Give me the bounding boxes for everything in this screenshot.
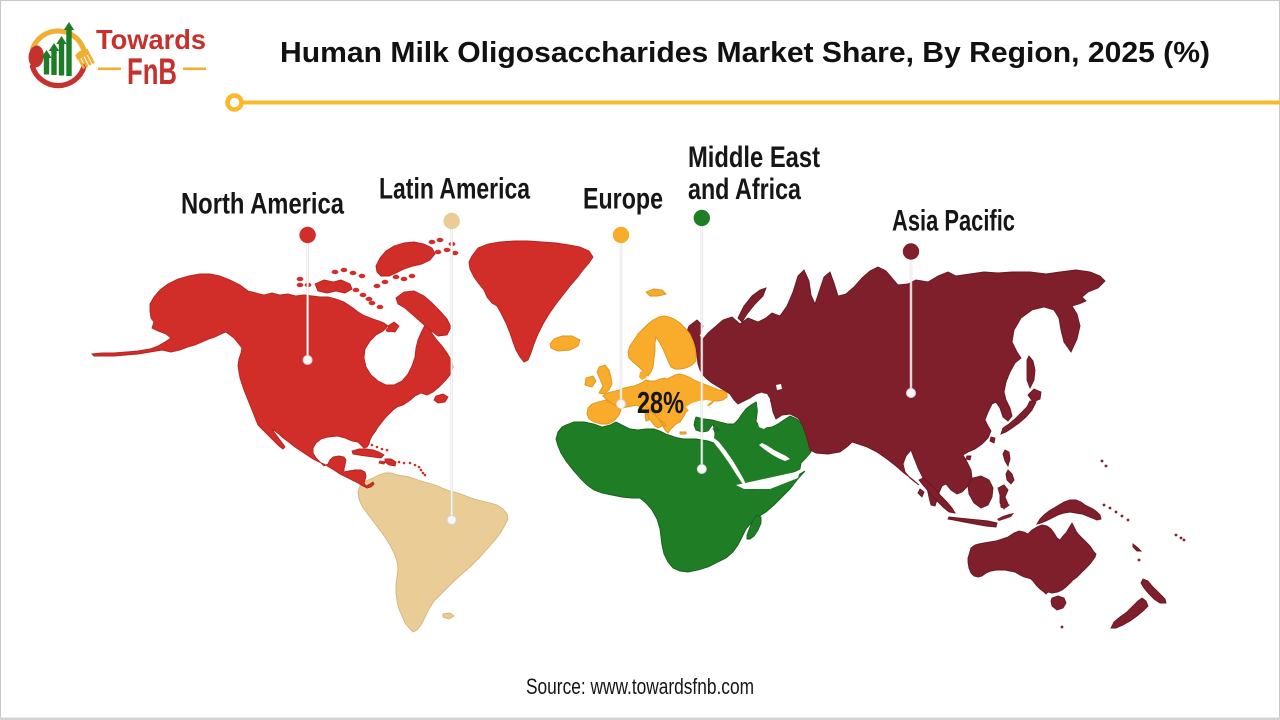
svg-text:Europe: Europe (583, 183, 663, 216)
svg-text:Towards: Towards (96, 24, 206, 55)
svg-text:North America: North America (181, 188, 344, 221)
svg-text:Human Milk Oligosaccharides Ma: Human Milk Oligosaccharides Market Share… (280, 37, 1210, 69)
svg-text:Middle East: Middle East (688, 141, 820, 174)
svg-text:Source: www.towardsfnb.com: Source: www.towardsfnb.com (526, 674, 754, 699)
svg-text:Asia Pacific: Asia Pacific (892, 205, 1015, 238)
svg-text:28%: 28% (637, 385, 684, 420)
svg-text:Latin America: Latin America (379, 173, 530, 206)
svg-text:FnB: FnB (127, 51, 177, 92)
svg-text:and Africa: and Africa (688, 173, 801, 206)
